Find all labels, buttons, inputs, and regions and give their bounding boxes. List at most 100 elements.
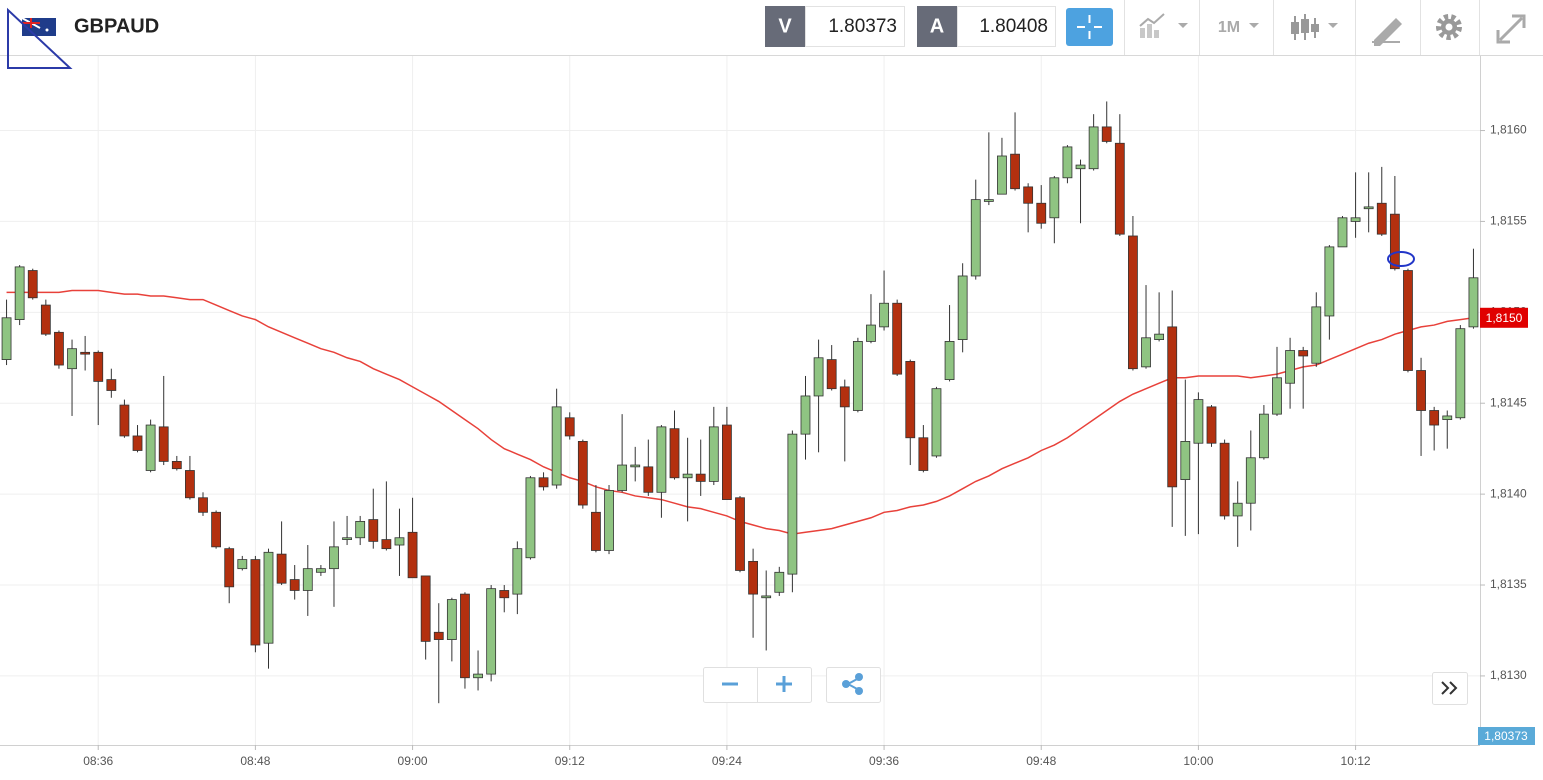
- last-value-badge: [1480, 307, 1528, 328]
- candle-body: [1403, 270, 1413, 371]
- candle-body: [198, 497, 208, 513]
- zoom-controls: [703, 667, 1468, 705]
- candle-body: [1193, 399, 1204, 444]
- candle-body: [1180, 441, 1191, 480]
- candle-body: [1167, 326, 1178, 488]
- caret: [1249, 23, 1259, 28]
- bid-box: [805, 6, 905, 47]
- ask-badge[interactable]: [917, 6, 957, 47]
- crosshair-button[interactable]: [1066, 8, 1113, 46]
- crosshair-icon: [1077, 15, 1102, 39]
- candle-body: [263, 551, 274, 644]
- candle-body: [656, 426, 667, 493]
- candle-body: [1010, 153, 1020, 190]
- draw-button[interactable]: [1372, 18, 1402, 46]
- x-tick-label: 09:00: [398, 754, 428, 768]
- gear-hole: [1445, 23, 1453, 31]
- candle-body: [1219, 442, 1230, 517]
- candle-body: [315, 568, 326, 573]
- candle-body: [1036, 202, 1047, 224]
- candle-body: [1023, 186, 1034, 204]
- candle-body: [525, 477, 536, 559]
- candle-body: [250, 559, 261, 646]
- candle-body: [918, 437, 929, 471]
- last-value-label: 1,8150: [1486, 311, 1523, 325]
- timeframe: 1M: [1218, 19, 1240, 36]
- candle-body: [40, 304, 51, 335]
- candle-body: [1128, 235, 1138, 370]
- x-tick-label: 09:12: [555, 754, 585, 768]
- candle-body: [761, 595, 772, 599]
- candle-body: [1, 317, 12, 360]
- candle-body: [1429, 410, 1440, 426]
- candle-body: [512, 548, 523, 595]
- candle-body: [1062, 146, 1073, 179]
- candle-body: [132, 435, 143, 451]
- share-icon: [842, 680, 850, 688]
- candle-body: [355, 520, 366, 539]
- crosshair-bg[interactable]: [1066, 8, 1113, 46]
- candle-icon: [1291, 19, 1319, 34]
- candle-body: [1206, 406, 1217, 444]
- candle-body: [1337, 217, 1348, 248]
- x-tick-label: 09:24: [712, 754, 742, 768]
- settings-button[interactable]: [1436, 14, 1462, 40]
- candle-body: [486, 588, 497, 675]
- timeframe-button[interactable]: 1M: [1218, 19, 1259, 36]
- share-button[interactable]: [826, 667, 881, 703]
- zoom-in[interactable]: [776, 676, 792, 692]
- candle-body: [879, 302, 889, 328]
- candle-body: [617, 464, 628, 491]
- candle-body: [420, 575, 431, 642]
- share-icon: [855, 673, 863, 681]
- candle-body: [1088, 126, 1099, 170]
- candle-body: [944, 341, 955, 380]
- candle-body: [1311, 306, 1322, 364]
- expand-icon: [1496, 14, 1526, 44]
- candle-body: [433, 631, 444, 640]
- candle-body: [839, 386, 850, 408]
- candle-body: [1389, 213, 1400, 270]
- candle-body: [892, 302, 903, 375]
- bid-badge[interactable]: [765, 6, 805, 47]
- candle-body: [1101, 126, 1112, 142]
- scroll-end-button[interactable]: [1432, 672, 1468, 705]
- candle-body: [211, 511, 222, 548]
- bid-price: 1.80373: [828, 16, 897, 37]
- candle-body: [1285, 350, 1295, 384]
- chart-type-button[interactable]: [1139, 13, 1188, 38]
- candle-style-button[interactable]: [1291, 14, 1338, 40]
- candle-body: [538, 477, 549, 488]
- candle-body: [577, 441, 588, 506]
- candle-body: [1324, 246, 1335, 317]
- candle-body: [983, 199, 994, 202]
- y-tick-label: 1,8160: [1490, 123, 1527, 137]
- x-tick-label: 08:48: [240, 754, 270, 768]
- candle-body: [14, 266, 25, 321]
- candle-body: [669, 428, 680, 479]
- price-badge-label: 1,80373: [1484, 729, 1528, 743]
- candle-body: [1272, 377, 1282, 415]
- x-tick-label: 09:36: [869, 754, 899, 768]
- annotation-ellipse: [1387, 251, 1415, 267]
- candle-body: [446, 599, 457, 640]
- y-tick-label: 1,8135: [1490, 577, 1527, 591]
- candle-body: [158, 426, 169, 462]
- candle-body: [145, 424, 156, 471]
- fullscreen-button[interactable]: [1496, 14, 1526, 44]
- candle-body: [368, 519, 379, 542]
- x-tick-label: 09:48: [1026, 754, 1056, 768]
- scroll-end-icon: [1441, 681, 1458, 695]
- candle-body: [1075, 164, 1086, 170]
- candle-body: [735, 497, 745, 571]
- candle-body: [1141, 337, 1151, 368]
- candle-body: [1258, 413, 1269, 459]
- corner-triangle: [7, 7, 73, 69]
- price-badge: [1478, 727, 1535, 745]
- candle-body: [1468, 277, 1479, 328]
- candle-body: [708, 426, 719, 482]
- candle-body: [1154, 333, 1165, 340]
- candle-body: [722, 424, 732, 500]
- ask-price: 1.80408: [979, 16, 1048, 37]
- chart-type-icon: [1139, 13, 1165, 27]
